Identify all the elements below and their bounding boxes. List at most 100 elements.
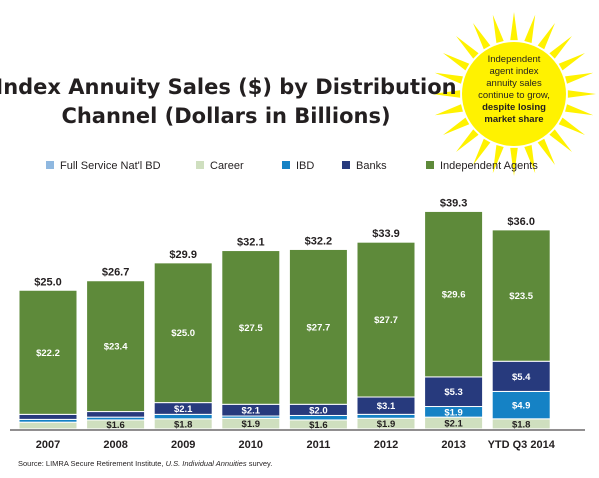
- bar-career: [18, 421, 78, 430]
- bar-group-2013: $2.1$1.9 $5.3 $29.6 $39.3: [424, 197, 484, 431]
- x-tick-label: 2009: [171, 439, 195, 451]
- plot-area: $22.2 $25.0 $1.6 $23.4 $26.7 $1.8 $2.1 $25.0 $29…: [18, 197, 551, 431]
- bar-group-2012: $1.9 $3.1 $27.7 $33.9: [356, 228, 416, 431]
- legend-item-career: Career: [196, 160, 244, 172]
- x-tick-label: 2010: [239, 439, 263, 451]
- bar-independent-agents: [356, 241, 416, 398]
- chart-title-line-2: Channel (Dollars in Billions): [61, 104, 390, 128]
- sun-ray: [510, 147, 518, 176]
- sun-ray: [432, 90, 461, 98]
- sun-line-1: Independent: [488, 54, 541, 65]
- sun-annotation: Independent agent index annuity sales co…: [432, 12, 596, 176]
- legend-item-ibd: IBD: [282, 160, 314, 172]
- data-label-independent-agents: $27.7: [374, 315, 398, 326]
- sun-ray: [549, 129, 572, 152]
- sun-ray: [537, 22, 555, 50]
- data-label-ibd: $1.9: [444, 407, 463, 418]
- data-label-banks: $2.1: [174, 404, 193, 415]
- legend-label: IBD: [296, 160, 314, 172]
- data-label-career: $1.9: [242, 419, 261, 430]
- data-label-independent-agents: $23.4: [104, 342, 128, 353]
- legend-item-banks: Banks: [342, 160, 387, 172]
- sun-ray: [524, 14, 536, 43]
- legend-label: Independent Agents: [440, 160, 538, 172]
- data-label-independent-agents: $23.5: [509, 291, 533, 302]
- total-label: $36.0: [507, 216, 535, 228]
- bar-banks: [18, 413, 78, 420]
- bar-independent-agents: [86, 280, 146, 413]
- legend-swatch: [196, 161, 204, 169]
- data-label-banks: $2.1: [242, 406, 261, 417]
- legend-swatch: [426, 161, 434, 169]
- legend-swatch: [282, 161, 290, 169]
- sun-ray: [558, 53, 586, 71]
- bar-group-2007: $22.2 $25.0: [18, 276, 78, 431]
- sun-ray: [549, 36, 572, 59]
- data-label-independent-agents: $27.5: [239, 323, 263, 334]
- total-label: $39.3: [440, 197, 468, 209]
- bar-independent-agents: [18, 289, 78, 415]
- bar-group-2008: $1.6 $23.4 $26.7: [86, 267, 146, 431]
- data-label-career: $1.6: [106, 420, 125, 431]
- data-label-independent-agents: $25.0: [171, 328, 195, 339]
- bar-independent-agents: [221, 250, 281, 405]
- sun-line-3: annuity sales: [486, 78, 542, 89]
- bar-group-2011: $1.6 $2.0 $27.7 $32.2: [288, 235, 348, 431]
- bar-independent-agents: [153, 262, 213, 404]
- bar-independent-agents: [288, 248, 348, 405]
- sun-line-5: despite losing: [482, 102, 546, 113]
- bar-banks: [86, 411, 146, 418]
- data-label-career: $1.8: [512, 419, 531, 430]
- x-axis-ticks: 2007 2008 2009 2010 2011 2012 2013 YTD Q3 2014: [36, 439, 556, 451]
- total-label: $29.9: [169, 249, 197, 261]
- x-tick-label: YTD Q3 2014: [488, 439, 556, 451]
- x-tick-label: 2011: [306, 439, 330, 451]
- data-label-banks: $5.4: [512, 372, 531, 383]
- data-label-independent-agents: $29.6: [442, 290, 466, 301]
- sun-line-6: market share: [484, 114, 543, 125]
- legend-swatch: [342, 161, 350, 169]
- legend-label: Career: [210, 160, 244, 172]
- total-label: $32.1: [237, 237, 265, 249]
- bar-ibd: [491, 390, 551, 420]
- total-label: $32.2: [305, 235, 333, 247]
- sun-ray: [565, 72, 594, 84]
- x-tick-label: 2007: [36, 439, 60, 451]
- legend: Full Service Nat'l BD Career IBD Banks Indep…: [46, 160, 538, 172]
- sun-ray: [492, 14, 504, 43]
- chart-title-line-1: Index Annuity Sales ($) by Distribution: [0, 75, 457, 99]
- source-note: Source: LIMRA Secure Retirement Institut…: [18, 459, 272, 468]
- sun-ray: [558, 117, 586, 135]
- sun-ray: [473, 138, 491, 166]
- bar-independent-agents: [491, 229, 551, 362]
- data-label-independent-agents: $27.7: [307, 322, 331, 333]
- sun-line-4: continue to grow,: [478, 90, 550, 101]
- data-label-banks: $2.0: [309, 405, 328, 416]
- sun-ray: [434, 72, 463, 84]
- total-label: $26.7: [102, 267, 130, 279]
- legend-label: Full Service Nat'l BD: [60, 160, 161, 172]
- data-label-career: $1.9: [377, 419, 396, 430]
- legend-label: Banks: [356, 160, 387, 172]
- bar-ibd: [153, 413, 213, 420]
- data-label-career: $2.1: [444, 419, 463, 430]
- bar-group-2009: $1.8 $2.1 $25.0 $29.9: [153, 249, 213, 431]
- sun-ray: [510, 12, 518, 41]
- sun-rays: [432, 12, 596, 176]
- source-suffix: survey.: [247, 459, 273, 468]
- data-label-career: $1.8: [174, 419, 193, 430]
- sun-ray: [434, 104, 463, 116]
- data-label-banks: $5.3: [444, 387, 463, 398]
- data-label-career: $1.6: [309, 420, 328, 431]
- bar-group-ytd-q3-2014: $1.8 $4.9 $5.4 $23.5 $36.0: [491, 216, 551, 431]
- sun-ray: [442, 53, 470, 71]
- sun-ray: [524, 145, 536, 174]
- sun-ray: [537, 138, 555, 166]
- sun-ray: [567, 90, 596, 98]
- sun-ray: [456, 36, 479, 59]
- total-label: $25.0: [34, 276, 62, 288]
- sun-ray: [565, 104, 594, 116]
- legend-item-independent-agents: Independent Agents: [426, 160, 538, 172]
- data-label-independent-agents: $22.2: [36, 348, 60, 359]
